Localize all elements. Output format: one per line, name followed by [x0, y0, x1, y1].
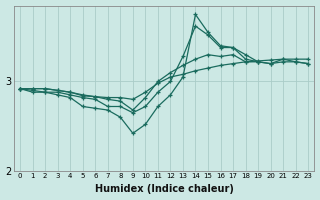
X-axis label: Humidex (Indice chaleur): Humidex (Indice chaleur)	[95, 184, 234, 194]
